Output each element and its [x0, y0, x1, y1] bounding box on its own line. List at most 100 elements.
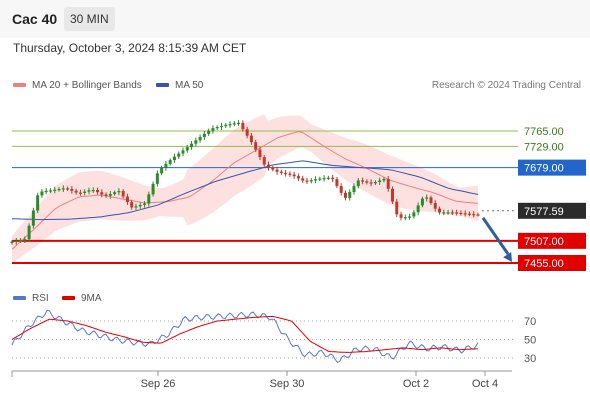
candle-body-92: [403, 217, 407, 219]
level-label-5: 7455.00: [524, 258, 564, 270]
level-label-0: 7765.00: [524, 126, 564, 138]
candle-body-10: [53, 189, 57, 191]
candle-body-54: [241, 122, 245, 130]
candle-body-93: [408, 216, 412, 218]
candle-body-25: [117, 191, 121, 193]
candle-body-69: [305, 180, 309, 182]
level-label-bg-2: [518, 159, 586, 176]
candle-body-94: [412, 212, 416, 217]
candle-body-19: [91, 190, 95, 192]
candle-body-70: [309, 180, 313, 182]
candle-body-27: [125, 196, 129, 203]
candle-body-97: [425, 197, 429, 199]
candle-body-50: [224, 124, 228, 127]
candle-body-101: [442, 212, 446, 214]
candle-body-33: [151, 183, 155, 195]
candle-body-39: [177, 153, 181, 157]
candle-body-65: [288, 173, 292, 175]
candle-body-32: [147, 194, 151, 204]
rsi-ma-legend-label: 9MA: [81, 293, 102, 304]
candle-body-77: [339, 186, 343, 193]
candle-body-30: [138, 204, 142, 207]
forecast-arrow-head: [503, 252, 512, 262]
candle-body-6: [36, 195, 40, 211]
candle-body-56: [249, 135, 253, 143]
level-label-4: 7507.00: [524, 236, 564, 248]
rsi-swatch: [13, 296, 26, 301]
instrument-title: Cac 40: [12, 11, 58, 27]
candle-body-76: [335, 179, 339, 187]
candle-body-24: [113, 192, 117, 195]
candle-body-28: [130, 202, 134, 208]
candle-body-82: [361, 180, 365, 182]
candle-body-41: [185, 147, 189, 151]
candle-body-8: [44, 190, 48, 193]
candle-body-17: [83, 191, 87, 194]
legend-ma50: MA 50: [156, 80, 203, 92]
candle-body-66: [292, 174, 296, 177]
candle-body-4: [27, 225, 31, 240]
candle-body-87: [382, 178, 386, 181]
candle-body-106: [463, 213, 467, 215]
candle-body-109: [476, 214, 480, 216]
candle-body-53: [237, 122, 241, 125]
candle-body-49: [219, 125, 223, 128]
rsi-level-label-2: 30: [524, 353, 536, 365]
candle-body-74: [326, 177, 330, 179]
level-label-2: 7679.00: [524, 163, 564, 175]
candle-body-0: [10, 241, 14, 243]
candle-body-86: [378, 180, 382, 182]
candle-body-1: [14, 240, 18, 243]
candle-body-67: [296, 176, 300, 179]
ma50-legend-label: MA 50: [175, 80, 204, 91]
candle-body-42: [190, 143, 194, 148]
candle-body-100: [438, 208, 442, 213]
candle-body-78: [343, 192, 347, 198]
candle-body-89: [390, 188, 394, 202]
candle-body-99: [433, 203, 437, 209]
candle-body-34: [155, 173, 159, 184]
candle-body-105: [459, 212, 463, 215]
candle-body-22: [104, 194, 108, 196]
candle-body-11: [57, 189, 61, 191]
candle-body-83: [365, 181, 369, 183]
candle-body-46: [207, 130, 211, 134]
candle-body-21: [100, 192, 104, 195]
candle-body-64: [284, 172, 288, 175]
candle-body-58: [258, 149, 262, 158]
candle-body-45: [202, 133, 206, 137]
candle-body-75: [331, 177, 335, 180]
candle-body-48: [215, 127, 219, 129]
forecast-arrow-shaft: [481, 217, 510, 255]
datetime-label: Thursday, October 3, 2024 8:15:39 AM CET: [13, 41, 247, 55]
candle-body-91: [399, 214, 403, 218]
bollinger-band: [12, 114, 478, 263]
candle-body-59: [262, 157, 266, 165]
x-tick-label-1: Sep 30: [270, 378, 305, 390]
x-tick-label-2: Oct 2: [403, 378, 429, 390]
rsi-ma-line: [11, 315, 479, 353]
source-credit: Research © 2024 Trading Central: [431, 80, 581, 91]
candle-body-80: [352, 186, 356, 192]
level-label-bg-5: [518, 255, 586, 271]
candle-body-95: [416, 205, 420, 213]
candle-body-9: [48, 190, 52, 192]
candle-body-37: [168, 160, 172, 164]
candle-body-13: [66, 188, 70, 190]
candle-body-60: [267, 164, 271, 168]
x-tick-label-3: Oct 4: [472, 378, 498, 390]
level-label-bg-3: [518, 202, 586, 219]
header-bar: Cac 40 30 MIN: [0, 0, 590, 38]
level-label-3: 7577.59: [524, 206, 564, 218]
candle-body-63: [279, 171, 283, 173]
candle-body-61: [271, 167, 275, 170]
candle-body-12: [61, 188, 65, 190]
candle-body-3: [23, 239, 27, 241]
bb-swatch: [13, 83, 26, 88]
candle-body-98: [429, 197, 433, 204]
candle-body-40: [181, 150, 185, 154]
candle-body-15: [74, 190, 78, 193]
timeframe-button[interactable]: 30 MIN: [64, 7, 115, 31]
candle-body-102: [446, 212, 450, 214]
